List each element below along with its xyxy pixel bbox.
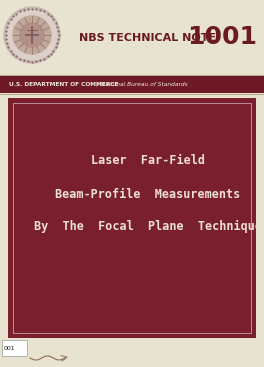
- Text: Laser  Far-Field: Laser Far-Field: [91, 153, 205, 167]
- Circle shape: [7, 10, 57, 60]
- Text: NBS TECHNICAL NOTE: NBS TECHNICAL NOTE: [79, 33, 216, 43]
- Text: / National Bureau of Standards: / National Bureau of Standards: [95, 82, 188, 87]
- Text: Beam-Profile  Measurements: Beam-Profile Measurements: [55, 188, 241, 200]
- Bar: [0, 338, 264, 367]
- Bar: [0, 76, 264, 93]
- Circle shape: [13, 16, 51, 54]
- Text: By  The  Focal  Plane  Technique: By The Focal Plane Technique: [34, 219, 262, 233]
- Text: 1001: 1001: [187, 25, 257, 49]
- Bar: [2, 340, 27, 356]
- Bar: [0, 0, 264, 75]
- Text: U.S. DEPARTMENT OF COMMERCE: U.S. DEPARTMENT OF COMMERCE: [9, 82, 119, 87]
- Circle shape: [4, 7, 60, 63]
- Text: 001: 001: [4, 345, 16, 350]
- Bar: [8, 98, 256, 338]
- Bar: [13, 103, 251, 333]
- Circle shape: [20, 23, 44, 47]
